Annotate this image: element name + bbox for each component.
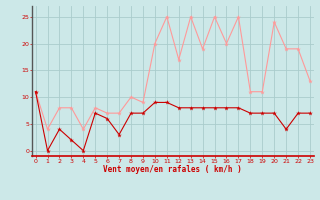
X-axis label: Vent moyen/en rafales ( km/h ): Vent moyen/en rafales ( km/h ) <box>103 165 242 174</box>
